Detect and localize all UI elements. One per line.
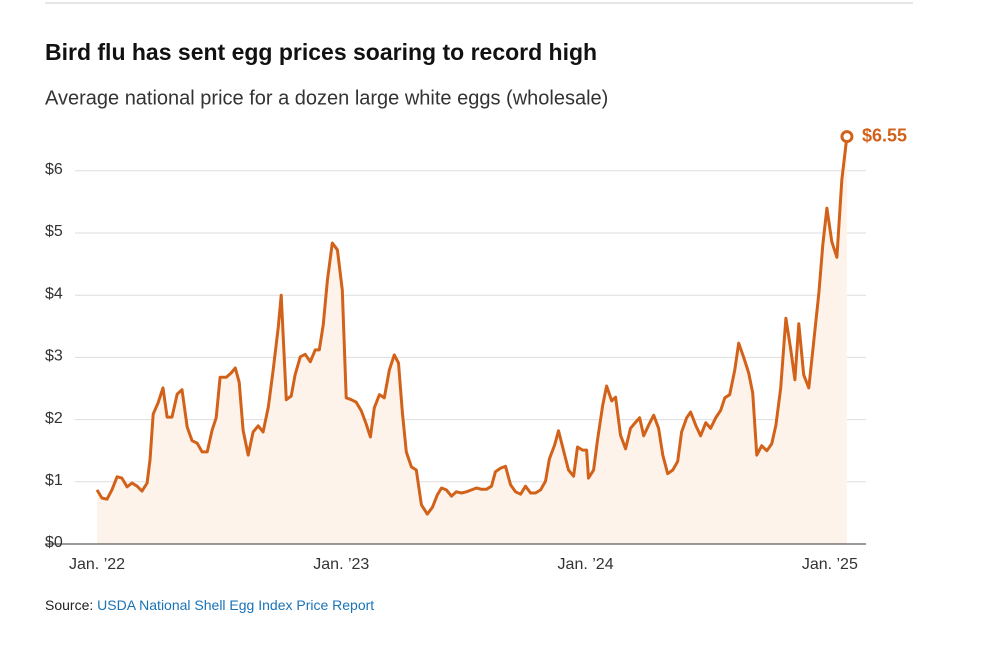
x-tick-label: Jan. ’24	[558, 556, 614, 573]
chart-title: Bird flu has sent egg prices soaring to …	[45, 39, 597, 65]
end-label: $6.55	[862, 125, 907, 145]
x-tick-label: Jan. ’22	[69, 556, 125, 573]
y-tick-label: $3	[45, 348, 63, 365]
source-link[interactable]: USDA National Shell Egg Index Price Repo…	[97, 597, 374, 613]
line	[95, 136, 849, 516]
y-tick-label: $4	[45, 285, 63, 302]
source-label: Source:	[45, 597, 93, 613]
x-tick-label: Jan. ’25	[802, 556, 858, 573]
area	[97, 136, 847, 544]
y-tick-label: $5	[45, 223, 63, 240]
source: Source: USDA National Shell Egg Index Pr…	[45, 597, 374, 613]
y-tick-label: $1	[45, 472, 63, 489]
y-tick-label: $0	[45, 534, 63, 551]
chart-subtitle: Average national price for a dozen large…	[45, 87, 608, 109]
y-tick-label: $6	[45, 161, 63, 178]
y-tick-label: $2	[45, 410, 63, 427]
x-tick-label: Jan. ’23	[313, 556, 369, 573]
end-marker	[840, 130, 854, 144]
